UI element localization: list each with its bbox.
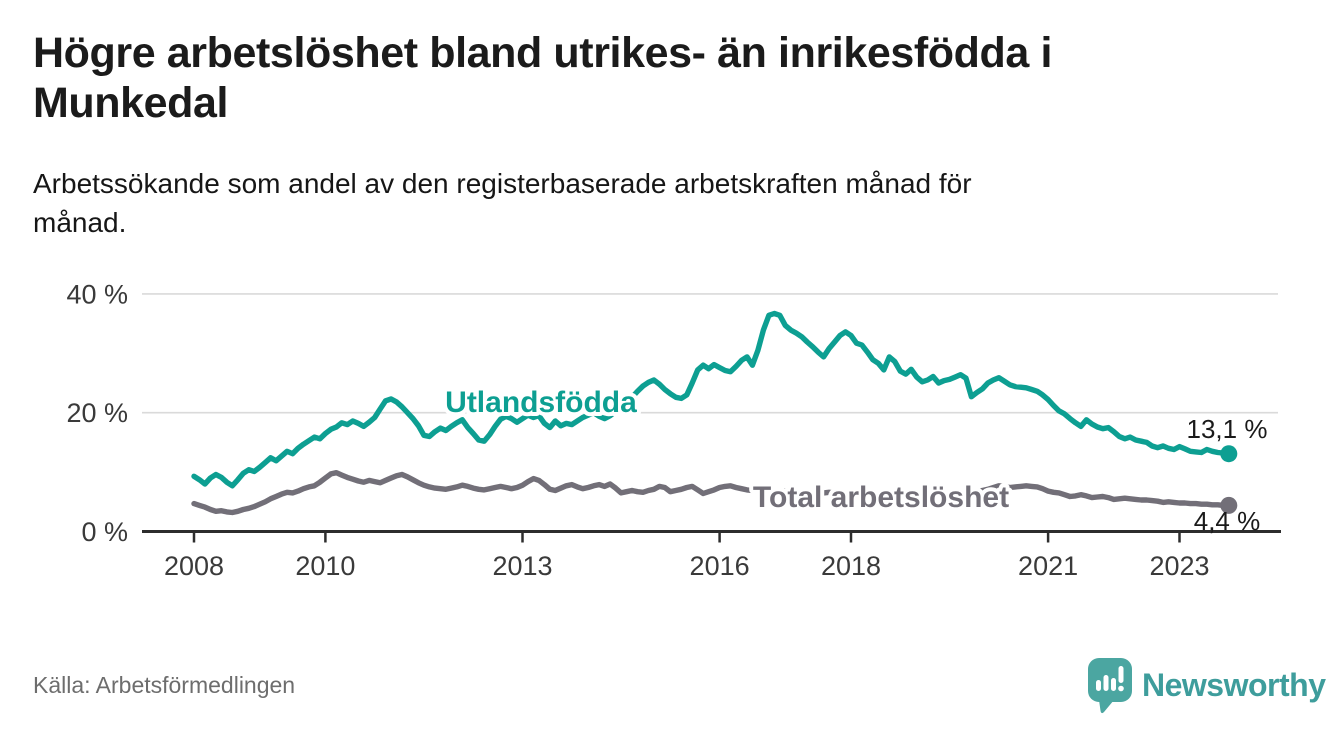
source-caption: Källa: Arbetsförmedlingen [33,672,296,698]
series-label-total-arbetsloshet: Total arbetslöshet [753,481,1009,514]
x-tick-label: 2016 [690,551,750,581]
x-tick-label: 2013 [492,551,552,581]
chart-subtitle: Arbetssökande som andel av den registerb… [33,164,1303,242]
line-utlandsf-dda [191,310,1232,489]
end-value-label-utlandsfodda: 13,1 % [1187,414,1268,444]
end-dot [1220,445,1238,463]
x-tick-label: 2021 [1018,551,1078,581]
chart-subtitle-line-2: månad. [33,207,127,238]
page-title-line-2: Munkedal [33,79,229,127]
y-tick-label: 40 % [66,279,128,309]
y-tick-label: 20 % [66,398,128,428]
x-axis [142,530,1281,543]
end-dot [1220,496,1238,514]
gridlines [142,293,1278,414]
x-tick-label: 2023 [1149,551,1209,581]
data-series [191,310,1238,516]
chart-subtitle-line-1: Arbetssökande som andel av den registerb… [33,168,972,199]
line-total-arbetsl-shet [191,470,1232,516]
x-tick-label: 2008 [164,551,224,581]
newsworthy-logo-icon [1088,658,1132,714]
end-value-label-total: 4,4 % [1194,506,1261,536]
x-tick-label: 2018 [821,551,881,581]
page-title-line-1: Högre arbetslöshet bland utrikes- än inr… [33,29,1052,77]
newsworthy-logo: Newsworthy [1087,656,1326,714]
y-tick-label: 0 % [81,517,128,547]
newsworthy-logo-text: Newsworthy [1142,667,1326,703]
x-tick-label: 2010 [295,551,355,581]
axis-tick-labels: 0 % 20 % 40 % 2008 2010 2013 2016 2018 2021 2023 [66,279,1209,581]
page-title: Högre arbetslöshet bland utrikes- än inr… [33,28,1303,128]
series-label-utlandsfodda: Utlandsfödda [445,386,637,419]
